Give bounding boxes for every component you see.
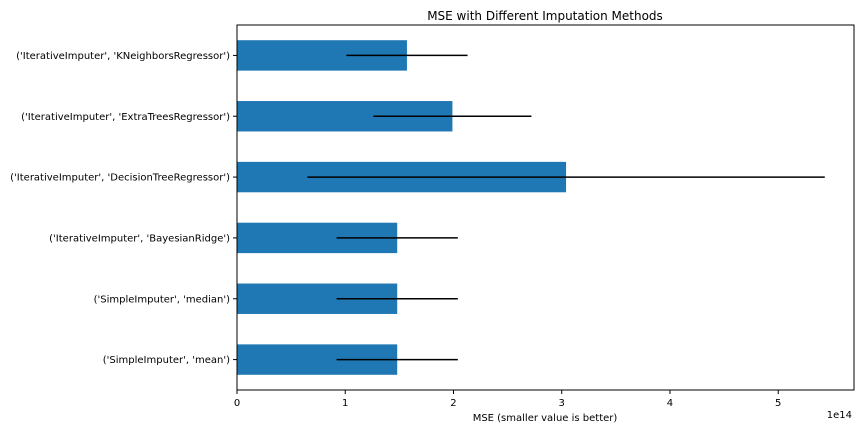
error-bars-layer: [307, 54, 825, 361]
y-tick-label: ('IterativeImputer', 'KNeighborsRegresso…: [16, 51, 230, 62]
x-ticks: 0 1 2 3 4 5: [234, 390, 781, 409]
x-tick-label: 5: [775, 398, 781, 409]
y-tick-labels: ('SimpleImputer', 'mean') ('SimpleImputer…: [10, 51, 237, 366]
y-tick-label: ('IterativeImputer', 'ExtraTreesRegresso…: [21, 112, 230, 123]
y-tick-label: ('SimpleImputer', 'median'): [94, 294, 230, 305]
x-axis-label: MSE (smaller value is better): [473, 413, 618, 424]
x-tick-label: 3: [559, 398, 565, 409]
bars-layer: [237, 40, 567, 375]
x-tick-label: 4: [667, 398, 673, 409]
chart-title: MSE with Different Imputation Methods: [427, 9, 663, 23]
y-tick-label: ('IterativeImputer', 'DecisionTreeRegres…: [10, 173, 230, 184]
x-tick-label: 2: [450, 398, 456, 409]
x-tick-label: 0: [234, 398, 240, 409]
axes-frame: [236, 24, 855, 391]
x-tick-label: 1: [342, 398, 348, 409]
y-tick-label: ('IterativeImputer', 'BayesianRidge'): [49, 233, 230, 244]
x-axis-offset-label: 1e14: [827, 410, 852, 421]
y-tick-label: ('SimpleImputer', 'mean'): [103, 355, 230, 366]
